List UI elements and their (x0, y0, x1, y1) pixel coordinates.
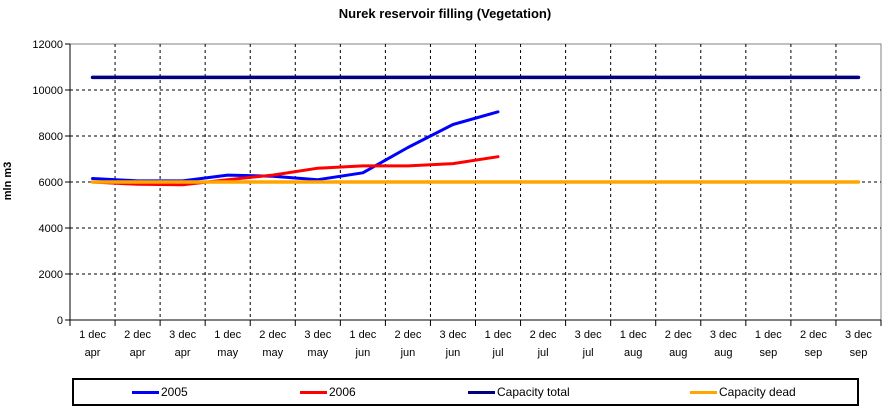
x-axis-tick-label-line1: 2 dec (665, 329, 692, 341)
x-axis-tick-label-line1: 1 dec (214, 329, 241, 341)
x-axis-tick-label-line1: 1 dec (755, 329, 782, 341)
legend-line-swatch-capacity-dead (690, 390, 717, 394)
x-axis-tick-label-line2: jun (400, 347, 416, 359)
x-axis-tick-label-line2: sep (850, 347, 868, 359)
chart-title: Nurek reservoir filling (Vegetation) (338, 6, 552, 21)
x-axis-tick-label-line2: apr (130, 347, 146, 359)
x-axis-tick-label-line1: 2 dec (800, 329, 827, 341)
legend-item-capacity-total: Capacity total (468, 380, 570, 404)
x-axis-tick-label-line1: 1 dec (485, 329, 512, 341)
x-axis-tick-label-line1: 3 dec (710, 329, 737, 341)
x-axis-tick-label-line1: 1 dec (349, 329, 376, 341)
legend-line-swatch-2006 (300, 390, 327, 394)
x-axis-tick-label-line1: 3 dec (169, 329, 196, 341)
y-axis-tick-label: 8000 (39, 131, 63, 143)
x-axis-tick-label-line1: 3 dec (304, 329, 331, 341)
x-axis-tick-label-line2: sep (805, 347, 823, 359)
x-axis-tick-label-line2: jul (492, 347, 504, 359)
x-axis-tick-label-line1: 1 dec (79, 329, 106, 341)
legend: 2005 2006 Capacity total Capacity dead (72, 378, 859, 406)
legend-item-2006: 2006 (300, 380, 356, 404)
legend-label-capacity-dead: Capacity dead (719, 385, 796, 399)
y-axis-tick-label: 10000 (32, 85, 63, 97)
y-axis-tick-label: 2000 (39, 269, 63, 281)
x-axis-tick-label-line2: aug (669, 347, 687, 359)
legend-item-2005: 2005 (132, 380, 188, 404)
x-axis-tick-label-line2: aug (624, 347, 642, 359)
legend-label-2005: 2005 (161, 385, 188, 399)
y-axis-tick-label: 6000 (39, 177, 63, 189)
x-axis-tick-label-line2: sep (759, 347, 777, 359)
x-axis-tick-label-line1: 2 dec (530, 329, 557, 341)
x-axis-tick-label-line2: jun (355, 347, 371, 359)
y-axis-tick-label: 12000 (32, 39, 63, 51)
x-axis-tick-label-line2: may (217, 347, 238, 359)
x-axis-tick-label-line1: 2 dec (259, 329, 286, 341)
x-axis-tick-label-line2: jul (537, 347, 549, 359)
x-axis-tick-label-line2: jun (445, 347, 461, 359)
legend-line-swatch-2005 (132, 390, 159, 394)
y-axis-tick-label: 0 (57, 315, 63, 327)
legend-item-capacity-dead: Capacity dead (690, 380, 796, 404)
legend-label-2006: 2006 (329, 385, 356, 399)
x-axis-tick-label-line2: may (307, 347, 328, 359)
x-axis-tick-label-line1: 1 dec (620, 329, 647, 341)
x-axis-tick-label-line2: may (262, 347, 283, 359)
x-axis-tick-label-line1: 3 dec (575, 329, 602, 341)
y-axis-tick-label: 4000 (39, 223, 63, 235)
plot-area: 0 2000 4000 6000 8000 10000 12000 1 dec apr 2 dec… (32, 39, 882, 359)
x-axis-tick-label-line1: 3 dec (440, 329, 467, 341)
x-axis-tick-label-line1: 3 dec (845, 329, 872, 341)
series-line-2006 (91, 155, 500, 187)
legend-label-capacity-total: Capacity total (497, 385, 570, 399)
legend-line-swatch-capacity-total (468, 390, 495, 394)
x-axis-tick-label-line2: apr (175, 347, 191, 359)
x-axis-tick-label-line2: jul (582, 347, 594, 359)
x-axis-tick-label-line2: aug (714, 347, 732, 359)
x-axis-tick-label-line1: 2 dec (394, 329, 421, 341)
x-axis-tick-label-line2: apr (85, 347, 101, 359)
x-axis-tick-label-line1: 2 dec (124, 329, 151, 341)
